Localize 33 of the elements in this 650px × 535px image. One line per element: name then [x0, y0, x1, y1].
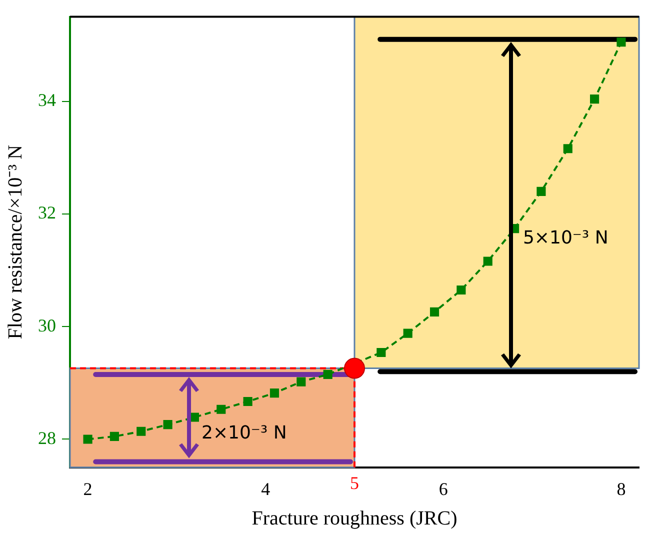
point — [190, 412, 200, 422]
point — [430, 307, 440, 316]
point — [110, 432, 119, 441]
point — [83, 434, 92, 444]
x-tick-label: 8 — [616, 478, 626, 499]
point — [163, 420, 172, 430]
ref-line-label: 5 — [350, 473, 359, 494]
point — [616, 38, 626, 47]
point — [563, 144, 572, 154]
y-tick-label: 32 — [38, 202, 56, 223]
x-tick-label: 6 — [438, 478, 448, 499]
point — [483, 256, 492, 266]
point — [403, 328, 412, 338]
point — [216, 404, 226, 414]
point — [270, 388, 280, 398]
point — [323, 370, 332, 379]
point — [456, 285, 466, 295]
annotation: 5×10⁻³ N — [522, 227, 608, 248]
y-axis-title: Flow resistance/×10⁻³ N — [4, 144, 26, 340]
x-tick-label: 2 — [83, 478, 92, 499]
point — [590, 94, 600, 104]
point — [296, 377, 306, 386]
y-tick-label: 30 — [38, 315, 56, 336]
point — [136, 426, 146, 436]
x-tick-label: 4 — [261, 478, 270, 499]
point — [536, 186, 546, 196]
y-tick-label: 34 — [38, 90, 56, 110]
annotation: 2×10⁻³ N — [201, 422, 287, 444]
x-axis-title: Fracture roughness (JRC) — [252, 507, 458, 530]
point — [376, 348, 386, 358]
point — [344, 358, 365, 379]
point — [243, 396, 252, 406]
y-tick-label: 28 — [38, 428, 56, 448]
